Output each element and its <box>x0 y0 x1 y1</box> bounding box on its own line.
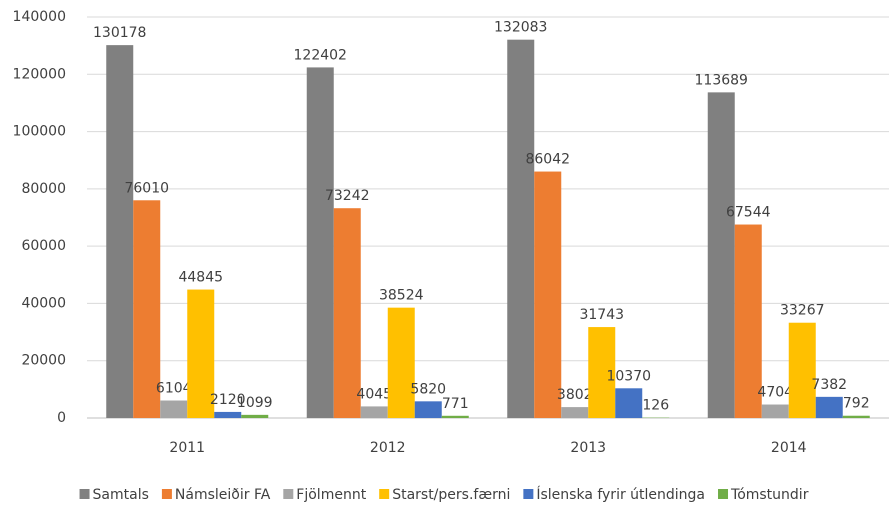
bar <box>788 322 816 418</box>
data-label: 4045 <box>356 386 392 402</box>
legend-label: Samtals <box>93 487 149 503</box>
data-label: 6104 <box>156 381 192 397</box>
y-tick-label: 60000 <box>21 238 66 254</box>
bar <box>241 414 269 418</box>
bar <box>534 171 562 418</box>
bar <box>306 67 334 418</box>
data-label: 38524 <box>379 288 424 304</box>
data-label: 130178 <box>93 25 146 41</box>
bar <box>588 327 616 418</box>
data-label: 86042 <box>525 152 570 168</box>
data-label: 7382 <box>811 377 847 393</box>
bar <box>815 396 843 418</box>
data-label: 4704 <box>757 385 793 401</box>
x-tick-label: 2012 <box>370 440 406 456</box>
data-label: 44845 <box>178 270 223 286</box>
bar <box>842 415 870 418</box>
bar <box>507 39 535 419</box>
y-tick-label: 100000 <box>13 124 66 140</box>
data-label: 3802 <box>557 387 593 403</box>
legend-swatch <box>523 489 534 499</box>
bar <box>707 92 735 419</box>
bar <box>734 224 762 418</box>
data-label: 792 <box>843 396 870 412</box>
x-tick-label: 2013 <box>570 440 606 456</box>
data-label: 33267 <box>780 303 825 319</box>
data-label: 2120 <box>210 392 246 408</box>
data-label: 31743 <box>579 307 624 323</box>
x-tick-label: 2011 <box>169 440 205 456</box>
legend-label: Íslenska fyrir útlendinga <box>536 486 705 503</box>
legend-label: Fjölmennt <box>296 487 366 503</box>
data-label: 113689 <box>695 72 748 88</box>
bar <box>187 289 215 418</box>
y-tick-label: 0 <box>57 410 66 426</box>
y-tick-label: 40000 <box>21 295 66 311</box>
bar <box>106 45 134 418</box>
bar <box>761 404 789 418</box>
bar <box>414 401 442 418</box>
legend-swatch <box>161 489 172 499</box>
data-label: 122402 <box>294 47 347 63</box>
bar <box>214 411 242 418</box>
y-tick-label: 80000 <box>21 181 66 197</box>
legend-swatch <box>283 489 294 499</box>
data-label: 67544 <box>726 205 771 221</box>
data-label: 1099 <box>237 395 273 411</box>
data-label: 771 <box>442 396 469 412</box>
data-label: 126 <box>642 398 669 414</box>
bar <box>360 406 388 418</box>
bar <box>160 400 188 418</box>
legend-swatch <box>379 489 390 499</box>
y-tick-label: 120000 <box>13 66 66 82</box>
bar <box>561 407 589 418</box>
legend-label: Námsleiðir FA <box>175 487 271 503</box>
data-label: 5820 <box>410 381 446 397</box>
x-tick-label: 2014 <box>771 440 807 456</box>
y-tick-label: 20000 <box>21 353 66 369</box>
legend-swatch <box>718 489 729 499</box>
legend-label: Tómstundir <box>730 487 809 503</box>
bar <box>333 208 361 418</box>
bar <box>387 307 415 418</box>
legend-swatch <box>79 489 90 499</box>
bar <box>133 200 161 418</box>
bar <box>615 388 643 418</box>
data-label: 73242 <box>325 188 370 204</box>
y-tick-label: 140000 <box>13 9 66 25</box>
data-label: 76010 <box>124 180 169 196</box>
bar <box>441 415 469 418</box>
data-label: 132083 <box>494 20 547 36</box>
legend-label: Starst/pers.færni <box>392 487 510 503</box>
data-label: 10370 <box>606 368 651 384</box>
